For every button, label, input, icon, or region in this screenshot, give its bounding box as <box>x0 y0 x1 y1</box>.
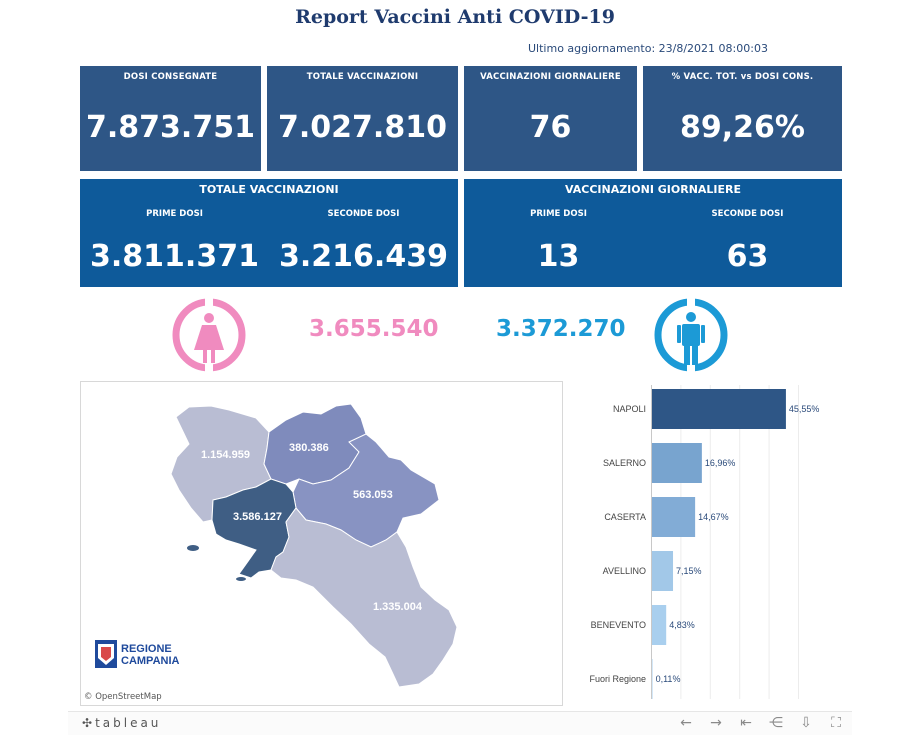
fullscreen-icon[interactable]: ⛶ <box>831 715 841 731</box>
bar-avellino[interactable] <box>652 551 674 591</box>
bar-value-label: 16,96% <box>705 458 736 468</box>
map-label-caserta: 1.154.959 <box>201 449 250 461</box>
tableau-logo[interactable]: ✣tableau <box>82 716 161 730</box>
campania-map[interactable]: 1.154.959 380.386 563.053 3.586.127 1.33… <box>80 381 563 706</box>
seconde-dosi-value: 63 <box>726 239 769 274</box>
kpi-dosi-consegnate: DOSI CONSEGNATE 7.873.751 <box>80 66 261 171</box>
map-label-benevento: 380.386 <box>289 442 329 454</box>
logo-line2: CAMPANIA <box>121 655 180 667</box>
vaccinazioni-giornaliere-panel: VACCINAZIONI GIORNALIERE PRIME DOSI SECO… <box>464 179 842 287</box>
tableau-toolbar: ✣tableau ← → ⇤ ⋲ ⇩ ⛶ <box>68 711 852 735</box>
kpi-value: 7.027.810 <box>278 110 447 145</box>
bar-value-label: 4,83% <box>669 620 695 630</box>
bar-chart-canvas: NAPOLI 45,55% SALERNO 16,96% CASERTA 14,67% AV… <box>589 385 820 699</box>
map-label-napoli: 3.586.127 <box>233 511 282 523</box>
toolbar-icons: ← → ⇤ ⋲ ⇩ ⛶ <box>678 715 844 731</box>
undo-icon[interactable]: ← <box>680 715 692 731</box>
bar-caserta[interactable] <box>652 497 696 537</box>
map-label-salerno: 1.335.004 <box>373 601 423 613</box>
tableau-logo-icon: ✣ <box>82 716 96 730</box>
kpi-vaccinazioni-giornaliere: VACCINAZIONI GIORNALIERE 76 <box>464 66 637 171</box>
kpi-label: DOSI CONSEGNATE <box>123 72 218 82</box>
bar-category-label: Fuori Regione <box>589 674 646 684</box>
bar-category-label: NAPOLI <box>613 404 646 414</box>
bar-salerno[interactable] <box>652 443 702 483</box>
map-canvas: 1.154.959 380.386 563.053 3.586.127 1.33… <box>95 403 458 688</box>
bar-category-label: SALERNO <box>603 458 646 468</box>
tableau-logo-text: tableau <box>95 716 162 730</box>
prime-dosi-label: PRIME DOSI <box>530 209 587 219</box>
regione-campania-logo: REGIONE CAMPANIA <box>95 640 180 668</box>
last-updated: Ultimo aggiornamento: 23/8/2021 08:00:03 <box>528 42 768 55</box>
kpi-totale-vaccinazioni: TOTALE VACCINAZIONI 7.027.810 <box>267 66 458 171</box>
map-attribution[interactable]: © OpenStreetMap <box>84 692 162 702</box>
prime-dosi-value: 3.811.371 <box>90 239 259 274</box>
bar-value-label: 7,15% <box>676 566 702 576</box>
kpi-label: VACCINAZIONI GIORNALIERE <box>480 72 621 82</box>
province-salerno[interactable] <box>270 507 458 688</box>
kpi-value: 76 <box>529 110 572 145</box>
bar-value-label: 45,55% <box>789 404 820 414</box>
bar-category-label: AVELLINO <box>603 566 646 576</box>
male-icon <box>654 297 728 373</box>
province-bar-chart: NAPOLI 45,55% SALERNO 16,96% CASERTA 14,67% AV… <box>580 381 842 706</box>
redo-icon[interactable]: → <box>710 715 722 731</box>
kpi-label: TOTALE VACCINAZIONI <box>306 72 419 82</box>
bar-category-label: CASERTA <box>604 512 646 522</box>
bar-napoli[interactable] <box>652 389 786 429</box>
seconde-dosi-label: SECONDE DOSI <box>711 209 784 219</box>
revert-icon[interactable]: ⇤ <box>740 715 752 731</box>
bar-fuori-regione[interactable] <box>652 659 653 699</box>
download-icon[interactable]: ⇩ <box>800 715 812 731</box>
bar-benevento[interactable] <box>652 605 667 645</box>
female-total: 3.655.540 <box>309 316 439 342</box>
bar-value-label: 14,67% <box>698 512 729 522</box>
panel-title: VACCINAZIONI GIORNALIERE <box>564 183 742 196</box>
seconde-dosi-label: SECONDE DOSI <box>327 209 400 219</box>
prime-dosi-value: 13 <box>537 239 580 274</box>
seconde-dosi-value: 3.216.439 <box>279 239 448 274</box>
logo-line1: REGIONE <box>121 643 172 655</box>
bar-category-label: BENEVENTO <box>591 620 646 630</box>
share-icon[interactable]: ⋲ <box>769 715 783 731</box>
kpi-value: 89,26% <box>680 110 805 145</box>
male-total: 3.372.270 <box>496 316 626 342</box>
bar-value-label: 0,11% <box>656 674 681 684</box>
page-title: Report Vaccini Anti COVID-19 <box>295 6 615 28</box>
kpi-value: 7.873.751 <box>86 110 255 145</box>
totale-vaccinazioni-panel: TOTALE VACCINAZIONI PRIME DOSI SECONDE D… <box>80 179 458 287</box>
kpi-label: % VACC. TOT. vs DOSI CONS. <box>671 72 814 82</box>
map-label-avellino: 563.053 <box>353 489 393 501</box>
female-icon <box>172 297 246 373</box>
prime-dosi-label: PRIME DOSI <box>146 209 203 219</box>
panel-title: TOTALE VACCINAZIONI <box>199 183 339 196</box>
kpi-percent-vaccinazioni: % VACC. TOT. vs DOSI CONS. 89,26% <box>643 66 842 171</box>
